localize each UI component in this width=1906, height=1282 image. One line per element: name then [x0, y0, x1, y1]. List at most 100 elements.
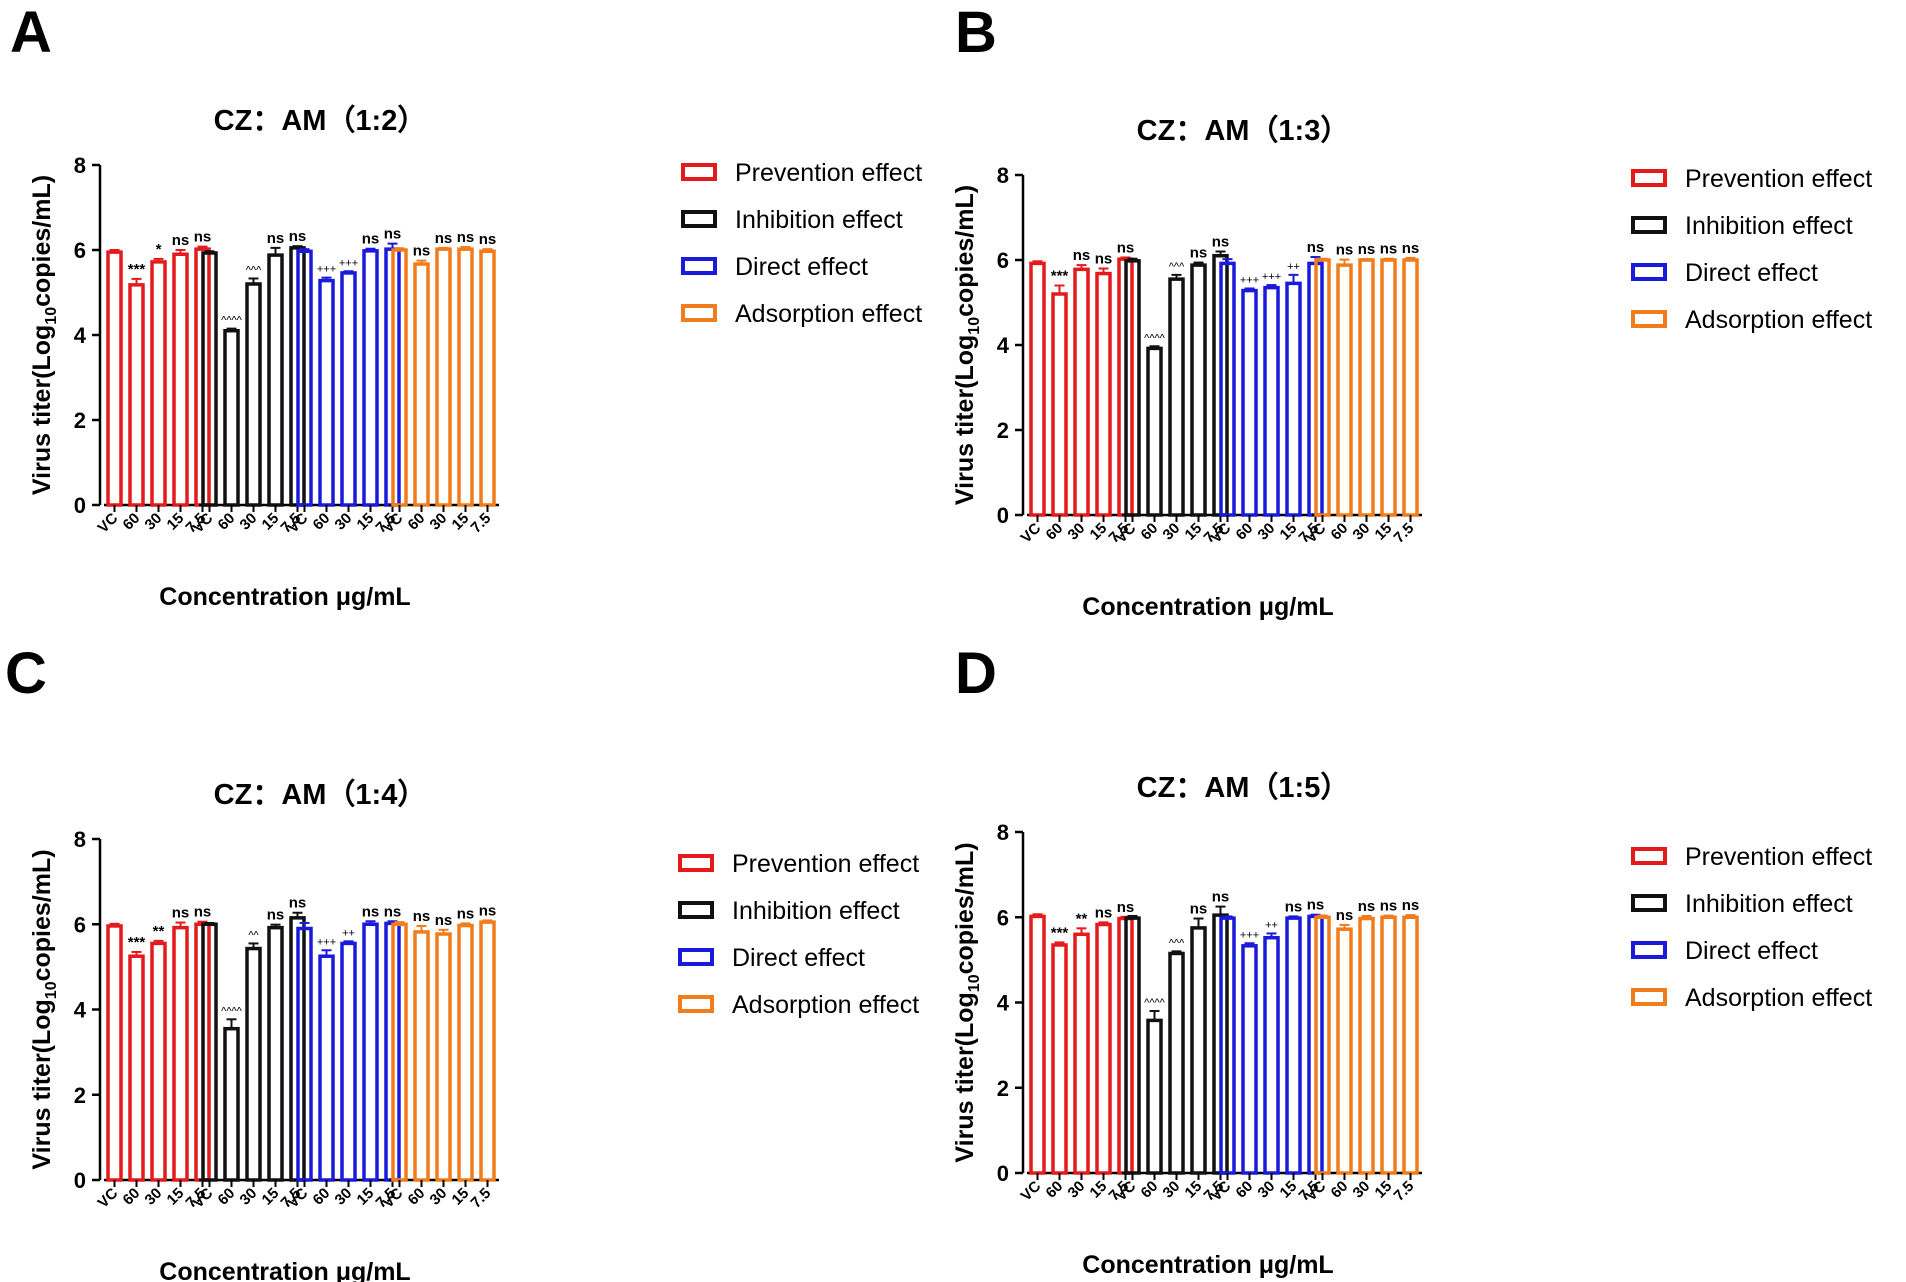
legend-label: Direct effect — [1685, 937, 1818, 965]
legend-swatch — [1631, 988, 1667, 1006]
x-tick-label: 60 — [405, 510, 429, 534]
significance-label: ^^^^ — [221, 315, 242, 327]
legend-swatch — [1631, 847, 1667, 865]
significance-label: ns — [1095, 904, 1113, 921]
y-tick-label: 4 — [74, 998, 87, 1023]
bar — [128, 954, 145, 1182]
panel-letter: B — [955, 0, 997, 65]
x-tick-label: 60 — [1043, 520, 1067, 544]
x-tick-label: 60 — [1233, 1178, 1257, 1202]
bar — [362, 922, 379, 1182]
bar — [362, 249, 379, 507]
bar — [1190, 263, 1207, 517]
significance-label: *** — [128, 934, 146, 951]
panel-d: D CZ：AM（1:5） Virus titer(Log10copies/mL) 0 2… — [951, 641, 1906, 1282]
significance-label: ^^ — [248, 929, 259, 941]
x-tick-label: 30 — [1350, 520, 1374, 544]
legend-label: Inhibition effect — [735, 206, 903, 234]
significance-label: ns — [1117, 239, 1135, 256]
significance-label: ns — [172, 905, 190, 922]
bar — [1402, 915, 1419, 1175]
x-tick-label: 30 — [1065, 1178, 1089, 1202]
y-axis-label-main: Virus titer(Log — [951, 335, 979, 505]
x-tick-label: 30 — [1160, 1178, 1184, 1202]
bar — [172, 252, 189, 507]
x-tick-label: 15 — [1182, 520, 1206, 544]
significance-label: ns — [435, 230, 453, 247]
bar — [1336, 263, 1353, 517]
legend-label: Adsorption effect — [735, 300, 922, 328]
significance-label: ** — [1076, 910, 1088, 927]
x-tick-label: 15 — [1087, 520, 1111, 544]
bar — [1263, 935, 1280, 1175]
y-tick-label: 2 — [997, 418, 1009, 443]
panel-letter: D — [955, 641, 997, 706]
significance-label: ns — [1402, 240, 1420, 257]
x-tick-label: 7.5 — [468, 510, 495, 537]
x-tick-label: 60 — [310, 1185, 334, 1209]
y-tick-label: 2 — [74, 1083, 86, 1108]
significance-label: ns — [384, 226, 402, 243]
bar — [340, 271, 357, 507]
y-tick-label: 6 — [74, 238, 86, 263]
bar — [413, 930, 430, 1182]
significance-label: * — [156, 241, 162, 258]
significance-label: *** — [128, 261, 146, 278]
x-axis-label: Concentration μg/mL — [1082, 1251, 1333, 1279]
panel-letter: A — [10, 0, 52, 65]
significance-label: +++ — [1240, 274, 1259, 286]
x-tick-label: 30 — [427, 510, 451, 534]
legend-label: Adsorption effect — [732, 991, 919, 1019]
significance-label: ns — [1336, 907, 1354, 924]
significance-label: ns — [194, 904, 212, 921]
x-tick-label: 7.5 — [1391, 1178, 1418, 1205]
y-axis-label-subscript: 10 — [43, 981, 60, 999]
bar — [1095, 271, 1112, 517]
x-tick-label: 30 — [332, 510, 356, 534]
significance-label: ns — [1358, 898, 1376, 915]
significance-label: ns — [479, 231, 497, 248]
y-tick-label: 4 — [74, 323, 87, 348]
bar — [318, 278, 335, 507]
bar — [106, 924, 123, 1182]
legend-label: Adsorption effect — [1685, 984, 1872, 1012]
significance-label: ++ — [342, 927, 355, 939]
bar — [267, 253, 284, 507]
bar — [150, 941, 167, 1182]
y-tick-label: 6 — [997, 905, 1009, 930]
y-axis-label-main: Virus titer(Log — [28, 325, 56, 495]
y-tick-label: 0 — [74, 493, 86, 518]
chart-title: CZ：AM（1:3） — [1137, 114, 1350, 147]
bar — [1029, 261, 1046, 517]
y-tick-label: 0 — [997, 503, 1009, 528]
bar — [1285, 916, 1302, 1175]
significance-label: ns — [1095, 251, 1113, 268]
x-tick-label: 15 — [449, 510, 473, 534]
legend-swatch — [678, 854, 714, 872]
bar — [1190, 926, 1207, 1175]
bar — [1241, 944, 1258, 1175]
bar — [1168, 277, 1185, 517]
bar — [1285, 281, 1302, 517]
significance-label: ns — [479, 902, 497, 919]
significance-label: ^^^ — [1169, 261, 1185, 273]
bar — [1402, 258, 1419, 517]
significance-label: ns — [289, 895, 307, 912]
legend-swatch — [1631, 894, 1667, 912]
bar — [479, 249, 496, 507]
bar — [267, 925, 284, 1182]
bar — [1380, 258, 1397, 517]
significance-label: ns — [1307, 239, 1325, 256]
chart-title: CZ：AM（1:2） — [214, 104, 427, 137]
significance-label: ** — [153, 923, 165, 940]
x-tick-label: VC — [1018, 1178, 1045, 1205]
significance-label: ns — [457, 905, 475, 922]
x-tick-label: 15 — [354, 1185, 378, 1209]
x-tick-label: 60 — [405, 1185, 429, 1209]
x-tick-label: 15 — [1372, 520, 1396, 544]
x-tick-label: 60 — [1138, 520, 1162, 544]
bar — [150, 260, 167, 507]
x-tick-label: 15 — [259, 1185, 283, 1209]
legend-swatch — [678, 948, 714, 966]
x-tick-label: 15 — [164, 510, 188, 534]
